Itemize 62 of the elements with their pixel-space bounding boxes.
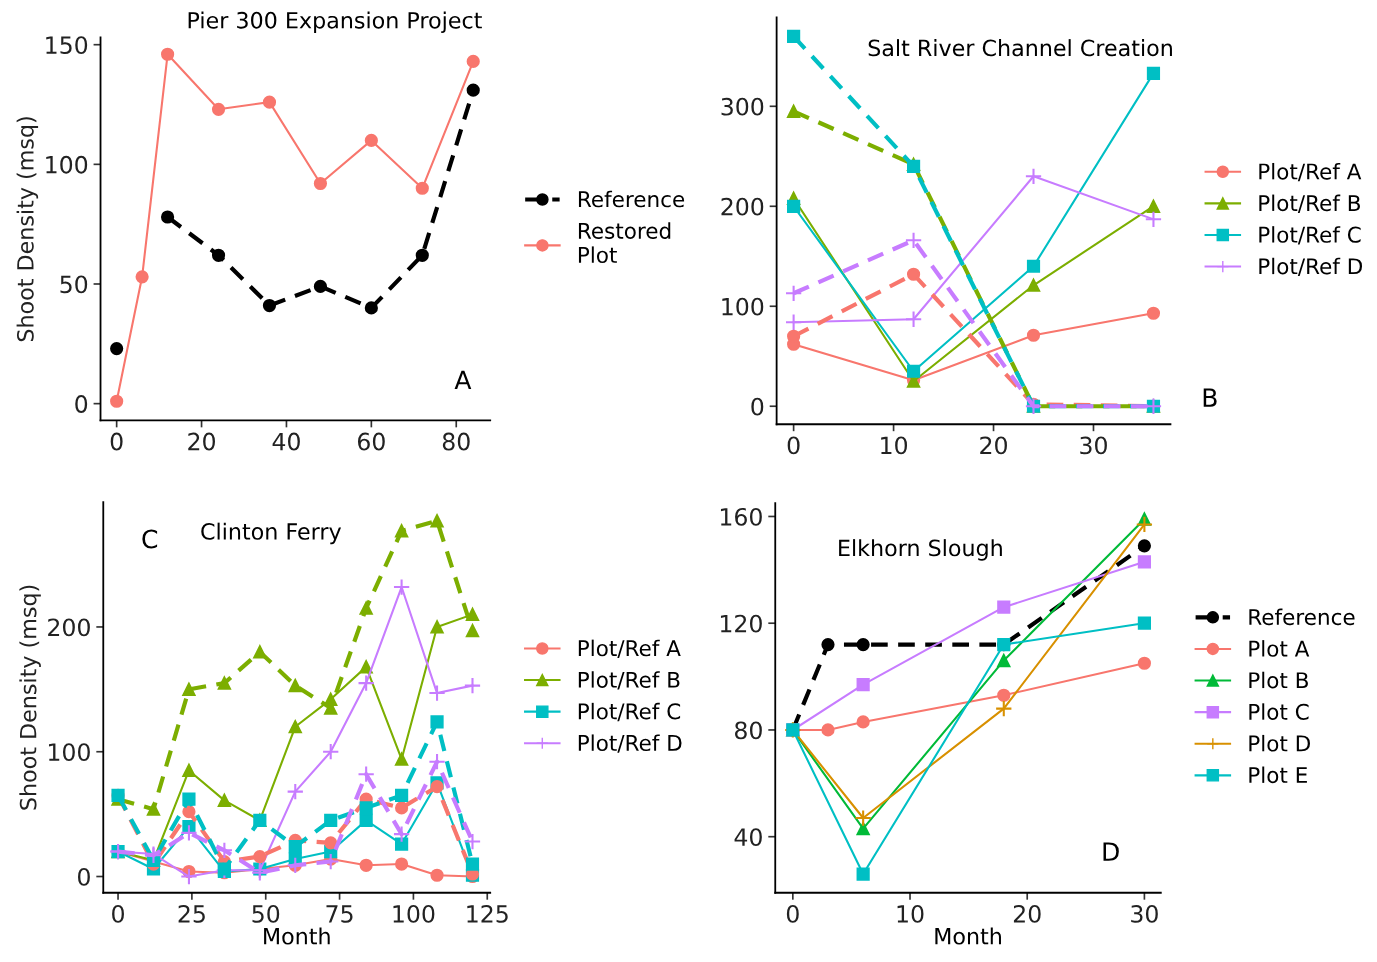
x-tick-label: 40 (272, 432, 300, 451)
y-axis-title: Shoot Density (msq) (19, 585, 41, 810)
y-tick-label: 100 (49, 743, 90, 762)
legend-label: Plot/Ref B (1259, 194, 1360, 213)
annotation: D (1103, 842, 1119, 861)
legend-label: Plot/Ref A (1259, 162, 1362, 182)
text: Salt River Channel Creation (868, 39, 1172, 57)
y-tick-label: 120 (720, 614, 762, 633)
legend-label: Plot/Ref C (1259, 226, 1361, 245)
x-tick-label: 0 (112, 904, 124, 923)
x-tick-label: 80 (442, 432, 470, 451)
legend-label: Plot/Ref D (578, 734, 682, 753)
x-tick-label: 0 (787, 436, 800, 455)
y-tick-label: 80 (735, 721, 762, 740)
y-tick-label: 100 (46, 155, 88, 174)
annotation: C (142, 529, 158, 549)
x-tick-label: 10 (881, 436, 908, 455)
x-tick-label: 0 (786, 904, 799, 923)
x-axis-title: Month (935, 927, 1001, 945)
legend-label: Plot A (1249, 640, 1310, 657)
y-tick-label: 40 (734, 828, 762, 846)
y-tick-label: 160 (720, 507, 762, 526)
x-tick-label: 10 (897, 904, 924, 923)
x-tick-label: 125 (467, 904, 508, 923)
text: Clinton Ferry (201, 522, 342, 545)
legend-label: Plot/Ref A (578, 639, 681, 658)
legend-label: Plot C (1249, 703, 1309, 720)
x-tick-label: 100 (393, 904, 435, 923)
x-tick-label: 30 (1080, 436, 1107, 455)
legend-label: Reference (578, 190, 685, 208)
y-tick-label: 150 (46, 36, 88, 54)
annotation: A (454, 370, 472, 389)
y-axis-title: Shoot Density (msq) (16, 117, 39, 342)
legend-label: Plot E (1249, 766, 1307, 784)
y-tick-label: 200 (48, 618, 90, 637)
x-tick-label: 0 (110, 432, 123, 451)
x-tick-label: 30 (1131, 904, 1158, 923)
y-tick-label: 200 (721, 197, 764, 216)
x-tick-label: 20 (188, 432, 216, 451)
legend-label: Restored Plot (578, 222, 671, 264)
y-tick-label: 0 (751, 397, 764, 416)
x-tick-label: 50 (252, 904, 280, 923)
y-tick-label: 100 (722, 297, 764, 316)
x-tick-label: 20 (980, 436, 1007, 455)
legend-label: Reference (1249, 608, 1355, 626)
y-tick-label: 300 (721, 97, 764, 116)
chart-title: Pier 300 Expansion Project (188, 11, 482, 33)
legend-label: Plot/Ref D (1259, 257, 1363, 277)
y-tick-label: 0 (75, 395, 88, 413)
text: Elkhorn Slough (839, 539, 1002, 561)
legend-label: Plot D (1249, 734, 1310, 752)
y-tick-label: 0 (78, 867, 90, 886)
legend-label: Plot/Ref B (578, 671, 680, 690)
x-axis-title: Month (264, 927, 330, 945)
x-tick-label: 75 (326, 905, 353, 923)
x-tick-label: 60 (357, 432, 385, 451)
y-tick-label: 50 (60, 275, 88, 294)
x-tick-label: 20 (1013, 904, 1041, 923)
text: B (1203, 388, 1217, 407)
x-tick-label: 25 (178, 904, 205, 923)
legend-label: Plot B (1249, 671, 1308, 689)
legend-label: Plot/Ref C (578, 702, 681, 722)
